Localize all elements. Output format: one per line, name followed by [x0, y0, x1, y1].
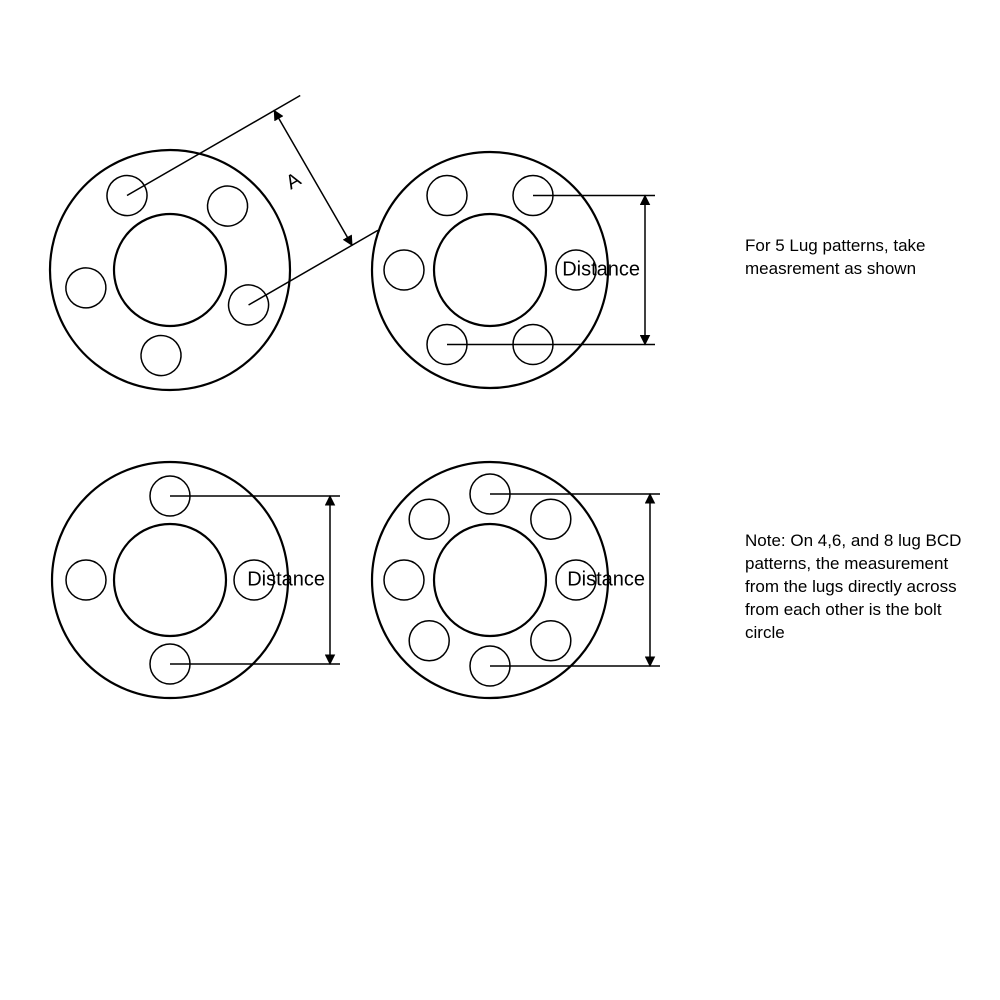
annotation-5-lug: For 5 Lug patterns, take measrement as s… — [745, 235, 965, 281]
annotation-468-lug: Note: On 4,6, and 8 lug BCD patterns, th… — [745, 530, 965, 645]
lug-pattern-diagram: A Distance Distance Distance — [0, 0, 1000, 1000]
flange-5-lug-tilted: A — [6, 66, 403, 434]
svg-text:Distance: Distance — [567, 568, 645, 590]
svg-text:A: A — [282, 168, 305, 194]
svg-text:Distance: Distance — [562, 258, 640, 280]
svg-text:Distance: Distance — [247, 568, 325, 590]
